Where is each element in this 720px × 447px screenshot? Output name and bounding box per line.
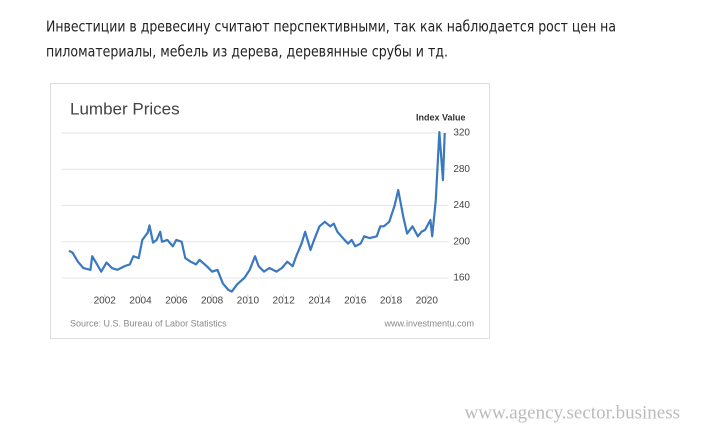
source: Source: U.S. Bureau of Labor Statistics (70, 318, 227, 328)
paragraph-line: пиломатериалы, мебель из дерева, деревян… (46, 43, 448, 61)
paragraph-line: Инвестиции в древесину считают перспекти… (46, 18, 616, 36)
y-tick-label: 280 (453, 164, 470, 175)
x-tick-label: 2002 (94, 296, 117, 307)
y-tick-label: 200 (453, 236, 470, 247)
y-tick-label: 320 (453, 128, 470, 139)
x-tick-label: 2006 (165, 296, 188, 307)
watermark: www.agency.sector.business (465, 402, 680, 423)
x-tick-label: 2012 (273, 296, 296, 307)
y-tick-label: 160 (453, 273, 470, 284)
x-tick-label: 2018 (380, 296, 403, 307)
chart-title: Lumber Prices (70, 99, 180, 118)
x-tick-label: 2004 (129, 296, 152, 307)
x-tick-label: 2020 (416, 296, 439, 307)
price-line (68, 130, 446, 293)
x-tick-label: 2010 (237, 296, 260, 307)
x-tick-label: 2016 (344, 296, 367, 307)
y-tick-label: 240 (453, 200, 470, 211)
x-tick-label: 2014 (308, 296, 331, 307)
chart-frame (50, 83, 490, 339)
x-tick-label: 2008 (201, 296, 224, 307)
credit: www.investmentu.com (383, 318, 474, 328)
y-axis-label: Index Value (416, 112, 466, 122)
